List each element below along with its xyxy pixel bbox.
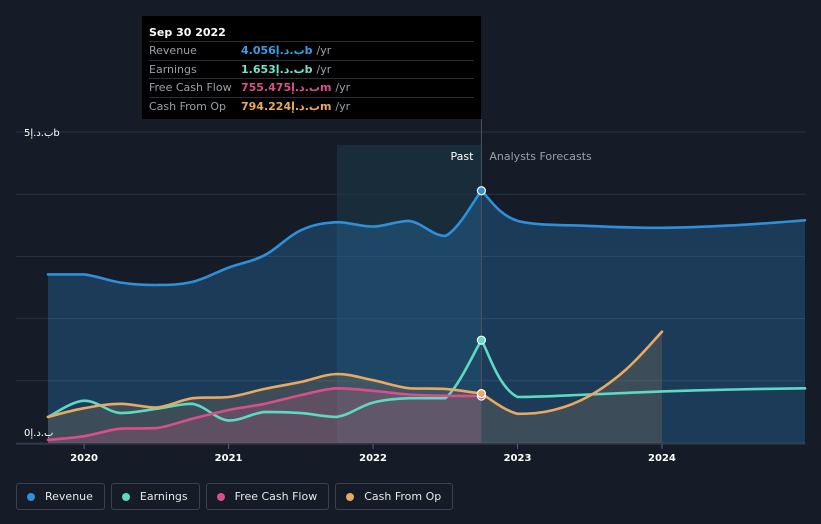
legend-dot-icon [121, 492, 130, 501]
tooltip-label: Free Cash Flow [149, 81, 232, 94]
x-tick-label-2022: 2022 [359, 453, 387, 464]
legend: Revenue Earnings Free Cash Flow Cash From O… [16, 483, 454, 510]
earnings-line-forecast [480, 338, 807, 399]
x-tick-label-2023: 2023 [504, 453, 532, 464]
tooltip-label: Earnings [149, 62, 197, 76]
legend-item-revenue[interactable]: Revenue [16, 483, 105, 510]
legend-label: Cash From Op [364, 490, 442, 503]
legend-dot-icon [346, 492, 355, 501]
legend-item-earnings[interactable]: Earnings [110, 483, 200, 510]
cash-from-op-marker [476, 389, 486, 399]
legend-dot-icon [216, 492, 225, 501]
x-tick-label-2020: 2020 [70, 453, 98, 464]
tooltip-row-revenue: Revenue 4.056ب.د.إb/yr [149, 41, 474, 60]
legend-label: Free Cash Flow [234, 490, 318, 503]
y-axis-bottom-label: 0ب.د.إ [24, 428, 53, 439]
cash-from-op-line-past [46, 372, 483, 419]
revenue-line-forecast [480, 189, 807, 230]
legend-label: Revenue [45, 490, 93, 503]
free-cash-flow-line-past [46, 386, 483, 442]
tooltip-unit: /yr [335, 99, 351, 113]
forecast-label: Analysts Forecasts [489, 150, 592, 163]
tooltip-label: Cash From Op [149, 99, 227, 113]
y-axis-top-label: 5ب.د.إb [24, 128, 60, 139]
x-tick-label-2021: 2021 [215, 453, 243, 464]
revenue-area [48, 190, 805, 443]
tooltip-row-cash-from-op: Cash From Op 794.224ب.د.إm/yr [149, 96, 474, 116]
tooltip-value: 4.056ب.د.إb [241, 44, 313, 57]
tooltip-label: Revenue [149, 44, 197, 57]
tooltip-unit: /yr [316, 62, 332, 76]
past-label: Past [450, 150, 474, 163]
tooltip-rows: Revenue 4.056ب.د.إb/yr Earnings 1.653ب.د.إb… [149, 41, 474, 115]
legend-label: Earnings [139, 490, 188, 503]
series-lines [46, 189, 807, 442]
x-axis-ticks: 2020 2021 2022 2023 2024 [70, 444, 676, 464]
tooltip-unit: /yr [316, 44, 332, 57]
legend-item-free-cash-flow[interactable]: Free Cash Flow [205, 483, 330, 510]
tooltip-row-free-cash-flow: Free Cash Flow 755.475ب.د.إm/yr [149, 78, 474, 97]
earnings-line-past [46, 338, 483, 422]
x-tick-label-2024: 2024 [648, 453, 676, 464]
tooltip: Sep 30 2022 Revenue 4.056ب.د.إb/yr Earning… [142, 16, 481, 119]
earnings-marker [476, 335, 486, 345]
cash-from-op-line-forecast [480, 330, 664, 416]
tooltip-value: 755.475ب.د.إm [241, 81, 332, 94]
series-markers [476, 186, 486, 401]
revenue-line-past [46, 189, 483, 287]
tooltip-row-earnings: Earnings 1.653ب.د.إb/yr [149, 59, 474, 79]
tooltip-value: 1.653ب.د.إb [241, 62, 313, 76]
legend-item-cash-from-op[interactable]: Cash From Op [335, 483, 454, 510]
tooltip-unit: /yr [335, 81, 351, 94]
tooltip-date: Sep 30 2022 [149, 26, 226, 39]
revenue-marker [476, 186, 486, 196]
tooltip-value: 794.224ب.د.إm [241, 99, 332, 113]
legend-dot-icon [27, 492, 35, 501]
